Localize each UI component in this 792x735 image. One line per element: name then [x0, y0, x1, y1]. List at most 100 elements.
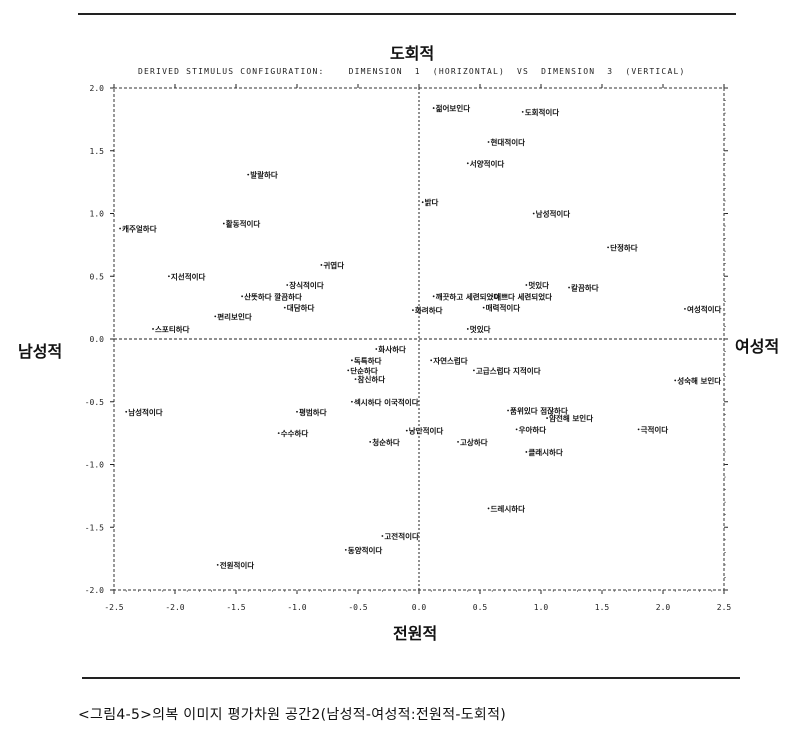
- y-tick-label: -2.0: [85, 586, 104, 595]
- data-point: [487, 141, 490, 143]
- data-point: [637, 428, 640, 431]
- data-point: [507, 409, 509, 412]
- point-label: 귀엽다: [323, 260, 344, 270]
- point-label: 예쁘다 세련되었다: [494, 291, 552, 301]
- point-label: 극적이다: [641, 424, 669, 434]
- data-point: [607, 246, 609, 249]
- point-label: 활동적이다: [226, 219, 261, 229]
- bottom-rule: [82, 677, 740, 679]
- point-label: 스포티하다: [155, 324, 190, 334]
- data-point: [525, 284, 528, 286]
- point-label: 남성적이다: [128, 407, 163, 417]
- configuration-title: DERIVED STIMULUS CONFIGURATION: DIMENSIO…: [138, 67, 686, 76]
- data-point: [432, 107, 435, 109]
- data-point: [515, 428, 518, 431]
- point-label: 발랄하다: [250, 170, 278, 180]
- data-point: [466, 328, 469, 330]
- point-label: 단순하다: [350, 365, 378, 375]
- y-tick-label: 0.5: [90, 272, 105, 281]
- point-label: 남성적이다: [536, 209, 571, 219]
- axis-word-bottom: 전원적: [393, 624, 438, 643]
- data-point: [466, 162, 469, 165]
- data-point: [482, 306, 485, 309]
- data-point: [684, 307, 686, 310]
- point-label: 섹시하다 이국적이다: [354, 397, 419, 407]
- data-point: [152, 328, 154, 330]
- data-point: [412, 309, 414, 312]
- data-point: [222, 222, 225, 225]
- x-tick-label: -0.5: [348, 603, 367, 612]
- data-point: [532, 212, 535, 215]
- point-label: 화사하다: [378, 344, 406, 354]
- point-label: 우아하다: [519, 424, 547, 434]
- x-tick-label: 0.5: [473, 603, 488, 612]
- x-tick-label: 0.0: [412, 603, 427, 612]
- point-label: 얌전해 보인다: [549, 413, 593, 423]
- point-label: 밝다: [425, 197, 439, 207]
- x-tick-label: 1.0: [534, 603, 549, 612]
- data-point: [283, 306, 286, 309]
- point-label: 전원적이다: [220, 560, 255, 570]
- data-point: [487, 507, 490, 510]
- point-label: 화려하다: [415, 305, 443, 315]
- point-label: 평범하다: [299, 407, 327, 417]
- point-label: 여성적이다: [687, 304, 722, 314]
- x-tick-label: -2.0: [165, 603, 184, 612]
- point-label: 편리보인다: [217, 311, 252, 321]
- point-label: 고급스럽다 지적이다: [476, 365, 541, 375]
- y-tick-label: -0.5: [85, 398, 104, 407]
- point-label: 단정하다: [610, 242, 638, 252]
- data-point: [674, 379, 677, 382]
- data-point: [296, 410, 298, 413]
- data-point: [546, 417, 548, 419]
- point-label: 고전적이다: [384, 531, 419, 541]
- point-label: 낭만적이다: [409, 426, 444, 436]
- data-point: [119, 227, 121, 230]
- point-label: 지선적이다: [171, 271, 206, 281]
- data-point: [405, 429, 408, 432]
- point-label: 멋있다: [470, 324, 491, 334]
- data-point: [277, 432, 280, 435]
- point-label: 성숙해 보인다: [677, 375, 721, 385]
- point-label: 젊어보인다: [436, 103, 471, 113]
- x-tick-label: 1.5: [595, 603, 610, 612]
- y-tick-label: 0.0: [90, 335, 105, 344]
- data-point: [241, 295, 244, 298]
- point-label: 도회적이다: [525, 107, 560, 117]
- y-tick-label: 1.0: [90, 210, 105, 219]
- data-point: [344, 548, 347, 551]
- point-label: 참신하다: [358, 374, 386, 384]
- y-tick-label: 1.5: [90, 147, 105, 156]
- data-point: [125, 410, 128, 413]
- y-tick-label: 2.0: [90, 84, 105, 93]
- point-label: 고상하다: [460, 437, 488, 447]
- data-point: [351, 359, 353, 362]
- data-point: [214, 315, 217, 318]
- data-point: [491, 295, 494, 298]
- data-point: [473, 369, 475, 372]
- point-label: 캐주얼하다: [122, 224, 157, 234]
- x-tick-label: -1.5: [226, 603, 245, 612]
- point-label: 장식적이다: [289, 280, 324, 290]
- point-label: 현대적이다: [491, 137, 526, 147]
- x-tick-label: -2.5: [104, 603, 123, 612]
- point-label: 산뜻하다 깔끔하다: [244, 291, 302, 301]
- data-point: [421, 201, 424, 204]
- point-label: 대담하다: [287, 303, 315, 313]
- data-point: [320, 264, 323, 266]
- data-point: [457, 441, 459, 443]
- data-point: [568, 286, 570, 289]
- data-point: [381, 535, 384, 537]
- axis-word-left: 남성적: [18, 342, 63, 361]
- point-label: 독특하다: [354, 355, 382, 365]
- axis-word-top: 도회적: [390, 44, 435, 63]
- data-point: [525, 451, 528, 453]
- data-point: [347, 369, 350, 372]
- point-label: 멋있다: [528, 280, 549, 290]
- y-tick-label: -1.0: [85, 461, 104, 470]
- x-tick-label: 2.5: [717, 603, 732, 612]
- x-tick-label: 2.0: [656, 603, 671, 612]
- point-label: 칼끔하다: [571, 283, 599, 293]
- data-point: [375, 348, 378, 350]
- y-tick-label: -1.5: [85, 523, 104, 532]
